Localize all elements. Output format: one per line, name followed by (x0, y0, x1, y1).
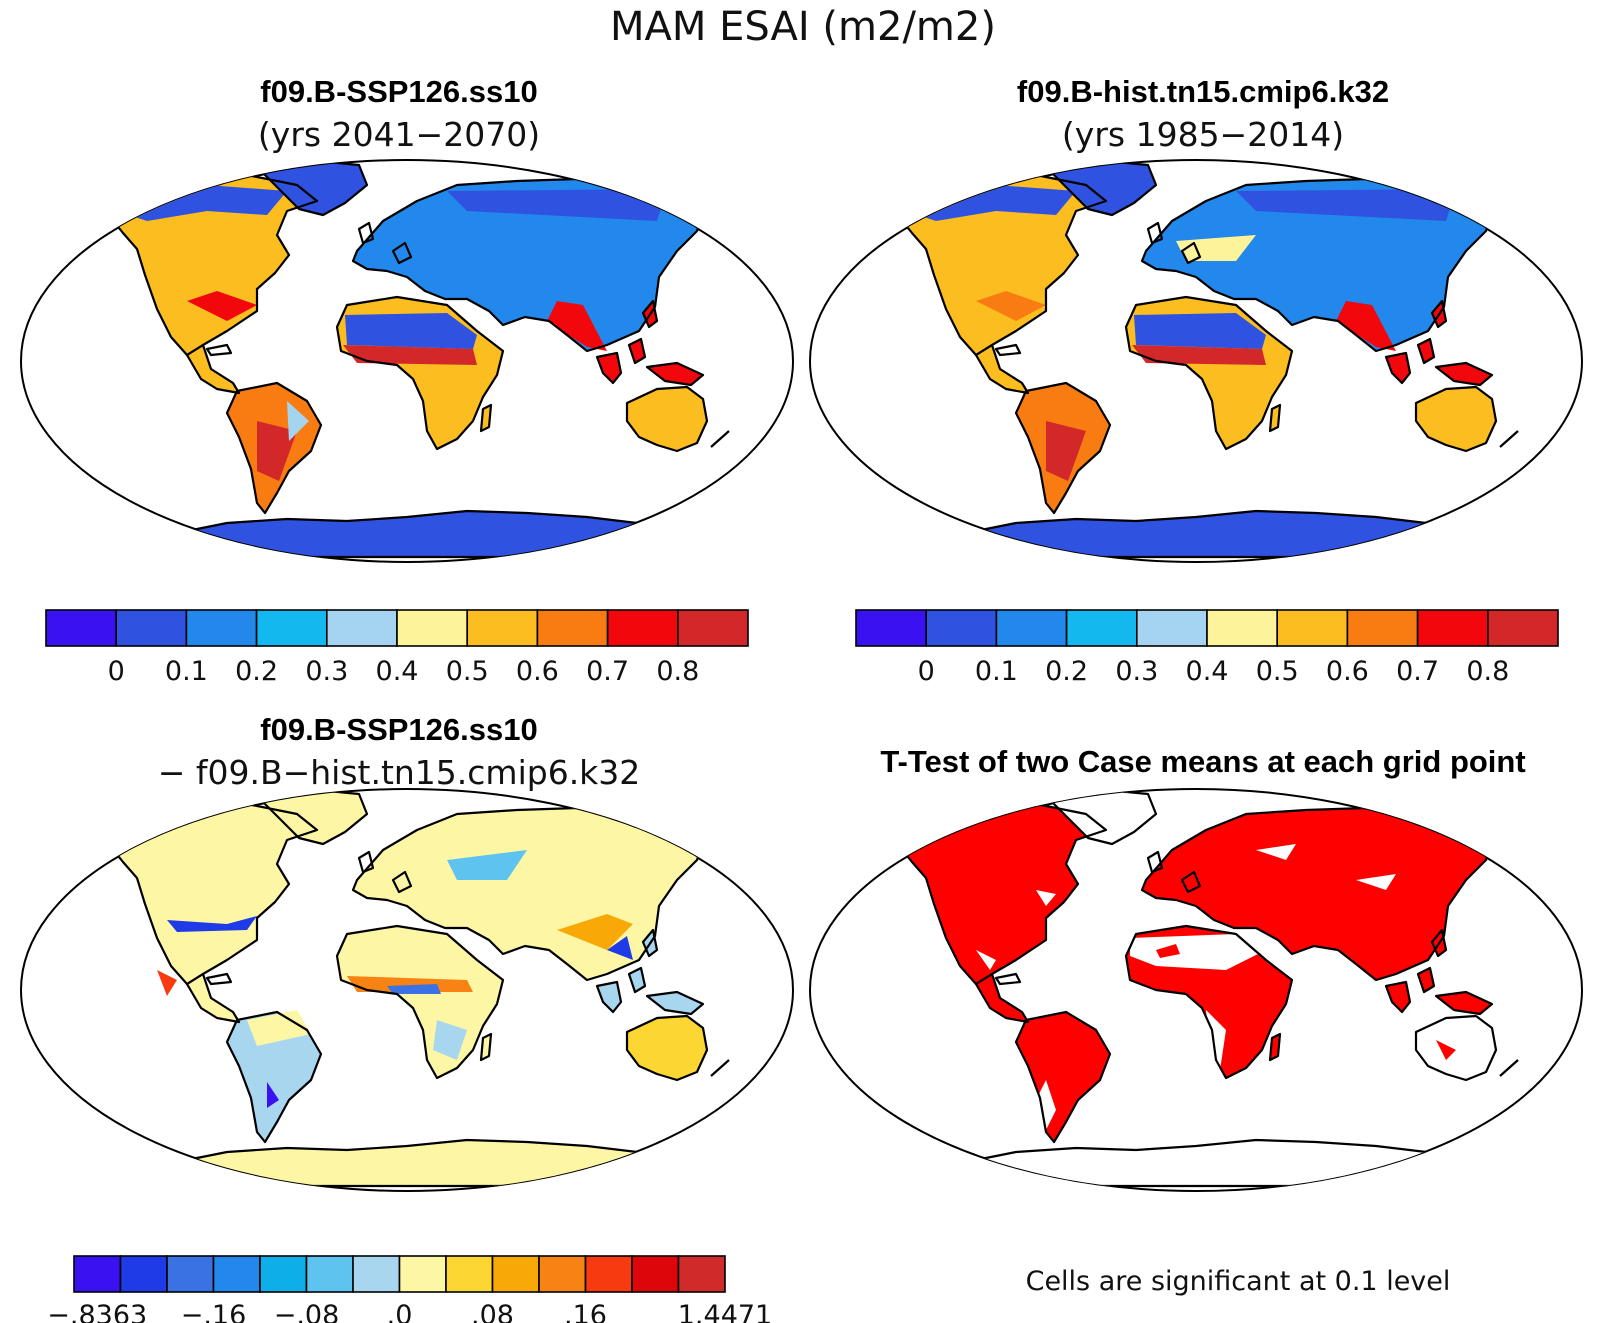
colorbar-tick-label: −.16 (181, 1300, 247, 1323)
colorbar-box (584, 1255, 633, 1293)
panel-ttest: T-Test of two Case means at each grid po… (809, 744, 1583, 1297)
colorbar-box (1416, 609, 1489, 647)
colorbar-box (119, 1255, 168, 1293)
colorbar-box (1276, 609, 1349, 647)
colorbar-tick-label: 0.3 (305, 656, 348, 687)
colorbar-box (538, 1255, 587, 1293)
colorbar-box (166, 1255, 215, 1293)
colorbar-ssp126: 0 0.1 0.2 0.3 0.4 0.5 0.6 0.7 0.8 (45, 609, 749, 687)
colorbar-tick-label: 0.2 (1045, 656, 1088, 687)
colorbar-box (115, 609, 188, 647)
colorbar-tick-label: −.08 (274, 1300, 340, 1323)
colorbar-tick-label: 0.5 (1256, 656, 1299, 687)
colorbar-tick-label: 0.6 (516, 656, 559, 687)
colorbar-box (73, 1255, 122, 1293)
colorbar-box (1065, 609, 1138, 647)
map-field (75, 160, 757, 559)
colorbar-tick-label: 0.3 (1115, 656, 1158, 687)
colorbar-box (398, 1255, 447, 1293)
panel-hist: f09.B-hist.tn15.cmip6.k32 (yrs 1985−2014… (809, 74, 1583, 687)
colorbar-box (255, 609, 328, 647)
colorbar-box (45, 609, 117, 647)
colorbar-tick-label: 0.7 (586, 656, 629, 687)
map-field (75, 789, 757, 1188)
panel-title: f09.B-hist.tn15.cmip6.k32 (1017, 74, 1389, 109)
panel-ssp126: f09.B-SSP126.ss10 (yrs 2041−2070) (20, 74, 794, 687)
colorbar-box (259, 1255, 308, 1293)
panel-diff: f09.B-SSP126.ss10 − f09.B−hist.tn15.cmip… (20, 712, 794, 1323)
panel-title: T-Test of two Case means at each grid po… (880, 744, 1525, 779)
colorbar-box (466, 609, 539, 647)
colorbar-box (305, 1255, 354, 1293)
colorbar-tick-label: 0.7 (1396, 656, 1439, 687)
colorbar-box (491, 1255, 540, 1293)
colorbar-box (396, 609, 468, 647)
colorbar-box (676, 609, 749, 647)
colorbar-box (631, 1255, 680, 1293)
panel-subtitle: − f09.B−hist.tn15.cmip6.k32 (158, 753, 641, 792)
panel-title: f09.B-SSP126.ss10 (260, 712, 537, 747)
colorbar-box (855, 609, 927, 647)
panel-title: f09.B-SSP126.ss10 (260, 74, 537, 109)
colorbar-hist: 0 0.1 0.2 0.3 0.4 0.5 0.6 0.7 0.8 (855, 609, 1559, 687)
significance-note: Cells are significant at 0.1 level (1026, 1266, 1451, 1297)
colorbar-tick-label: .16 (564, 1300, 607, 1323)
colorbar-box (536, 609, 609, 647)
colorbar-tick-label: 0.6 (1326, 656, 1369, 687)
colorbar-tick-label: 0.8 (1466, 656, 1509, 687)
colorbar-box (445, 1255, 494, 1293)
colorbar-box (212, 1255, 261, 1293)
colorbar-tick-label: .08 (471, 1300, 514, 1323)
colorbar-tick-label: 0.4 (376, 656, 419, 687)
colorbar-tick-label: .0 (387, 1300, 413, 1323)
colorbar-tick-label: 0.2 (235, 656, 278, 687)
colorbar-tick-label: 0.8 (656, 656, 699, 687)
map-field (864, 789, 1546, 1188)
colorbar-tick-label: −.8363 (47, 1300, 147, 1323)
colorbar-tick-label: 1.4471 (678, 1300, 772, 1323)
colorbar-box (606, 609, 679, 647)
colorbar-tick-label: 0.1 (165, 656, 208, 687)
colorbar-box (1206, 609, 1278, 647)
panel-subtitle: (yrs 2041−2070) (258, 115, 540, 154)
colorbar-diff: −.8363 −.16 −.08 .0 .08 .16 1.4471 (47, 1255, 772, 1323)
colorbar-box (677, 1255, 726, 1293)
colorbar-box (925, 609, 998, 647)
colorbar-box (1135, 609, 1208, 647)
colorbar-tick-label: 0.4 (1186, 656, 1229, 687)
colorbar-tick-label: 0.5 (446, 656, 489, 687)
panel-subtitle: (yrs 1985−2014) (1062, 115, 1344, 154)
colorbar-box (352, 1255, 401, 1293)
colorbar-box (1346, 609, 1419, 647)
colorbar-tick-label: 0 (918, 656, 935, 687)
colorbar-tick-label: 0.1 (975, 656, 1018, 687)
colorbar-box (995, 609, 1068, 647)
figure-title: MAM ESAI (m2/m2) (610, 4, 996, 50)
map-field (864, 160, 1546, 559)
colorbar-box (1486, 609, 1559, 647)
colorbar-box (185, 609, 258, 647)
colorbar-box (325, 609, 398, 647)
colorbar-tick-label: 0 (108, 656, 125, 687)
